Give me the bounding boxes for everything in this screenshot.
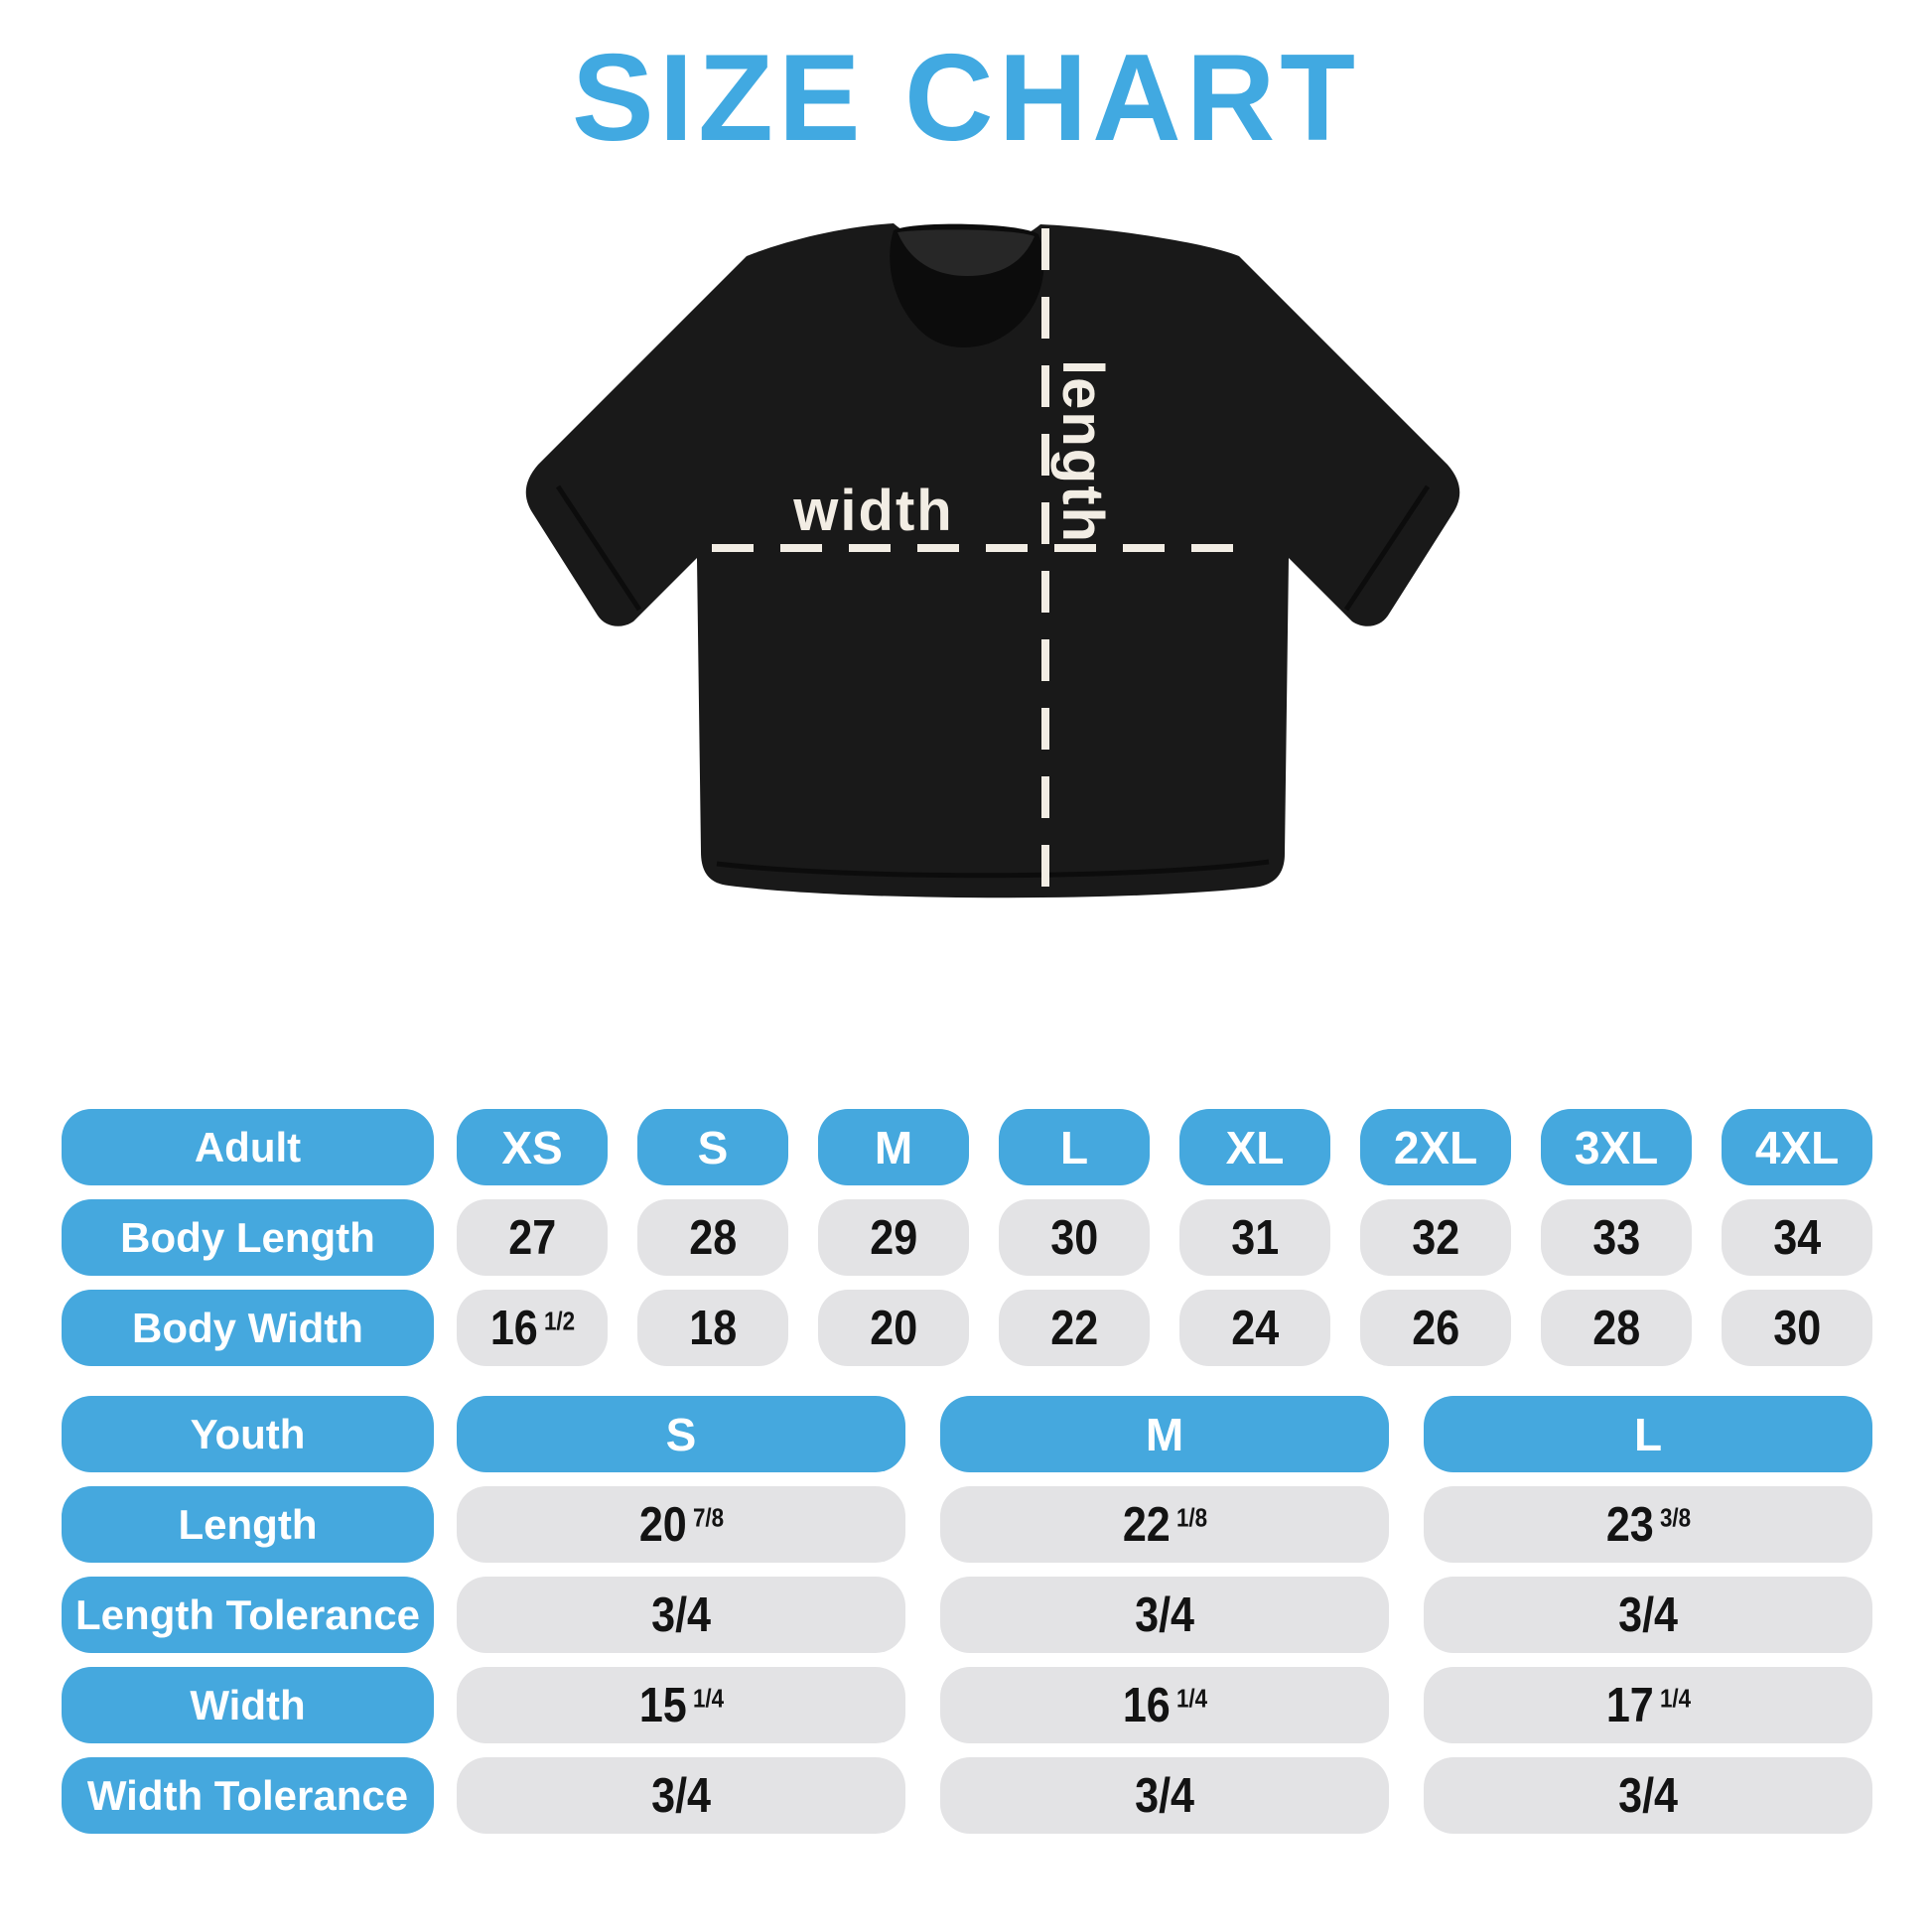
table-cell: 31 [1179,1199,1330,1276]
table-cell: 20 [818,1290,969,1366]
youth-size-m: M [940,1396,1389,1472]
size-tables: Adult XS S M L XL 2XL 3XL 4XL Body Lengt… [62,1109,1872,1834]
table-cell: 20 7/8 [457,1486,905,1563]
page-title: SIZE CHART [572,30,1360,167]
table-cell: 24 [1179,1290,1330,1366]
youth-length-tolerance-label: Length Tolerance [62,1577,434,1653]
table-cell: 33 [1541,1199,1692,1276]
table-cell: 30 [1722,1290,1872,1366]
youth-length-row: Length 20 7/8 22 1/8 23 3/8 [62,1486,1872,1563]
adult-row-label: Adult [62,1109,434,1185]
table-cell: 18 [637,1290,788,1366]
table-cell: 3/4 [940,1577,1389,1653]
adult-size-xl: XL [1179,1109,1330,1185]
tshirt-measurement-diagram: width length [427,169,1509,908]
youth-width-tolerance-label: Width Tolerance [62,1757,434,1834]
table-cell: 3/4 [457,1577,905,1653]
body-width-label: Body Width [62,1290,434,1366]
body-length-label: Body Length [62,1199,434,1276]
table-cell: 3/4 [940,1757,1389,1834]
table-cell: 29 [818,1199,969,1276]
youth-size-s: S [457,1396,905,1472]
adult-size-xs: XS [457,1109,608,1185]
right-sleeve-seam [1343,484,1431,612]
table-cell: 23 3/8 [1424,1486,1872,1563]
youth-length-tolerance-row: Length Tolerance 3/4 3/4 3/4 [62,1577,1872,1653]
youth-row-label: Youth [62,1396,434,1472]
left-sleeve-seam [555,484,642,612]
youth-size-l: L [1424,1396,1872,1472]
collar-back-band [897,229,1035,276]
hem-seam [716,859,1270,879]
tshirt-silhouette [525,223,1460,898]
body-length-row: Body Length 27 28 29 30 31 32 33 34 [62,1199,1872,1276]
body-width-row: Body Width 16 1/2 18 20 22 24 26 28 30 [62,1290,1872,1366]
youth-width-label: Width [62,1667,434,1743]
table-cell: 3/4 [1424,1757,1872,1834]
table-cell: 3/4 [457,1757,905,1834]
table-cell: 28 [637,1199,788,1276]
youth-length-label: Length [62,1486,434,1563]
table-cell: 22 1/8 [940,1486,1389,1563]
adult-size-m: M [818,1109,969,1185]
adult-size-3xl: 3XL [1541,1109,1692,1185]
table-cell: 22 [999,1290,1150,1366]
adult-size-4xl: 4XL [1722,1109,1872,1185]
adult-header-row: Adult XS S M L XL 2XL 3XL 4XL [62,1109,1872,1185]
table-cell: 16 1/4 [940,1667,1389,1743]
table-cell: 28 [1541,1290,1692,1366]
table-cell: 3/4 [1424,1577,1872,1653]
length-label: length [1050,359,1115,544]
width-label: width [792,479,953,543]
table-cell: 34 [1722,1199,1872,1276]
table-cell: 27 [457,1199,608,1276]
youth-header-row: Youth S M L [62,1396,1872,1472]
table-cell: 32 [1360,1199,1511,1276]
youth-width-row: Width 15 1/4 16 1/4 17 1/4 [62,1667,1872,1743]
table-cell: 16 1/2 [457,1290,608,1366]
adult-size-l: L [999,1109,1150,1185]
table-cell: 30 [999,1199,1150,1276]
table-cell: 17 1/4 [1424,1667,1872,1743]
adult-size-s: S [637,1109,788,1185]
tshirt-graphic: width length [525,223,1460,898]
table-cell: 15 1/4 [457,1667,905,1743]
table-cell: 26 [1360,1290,1511,1366]
adult-size-2xl: 2XL [1360,1109,1511,1185]
youth-width-tolerance-row: Width Tolerance 3/4 3/4 3/4 [62,1757,1872,1834]
